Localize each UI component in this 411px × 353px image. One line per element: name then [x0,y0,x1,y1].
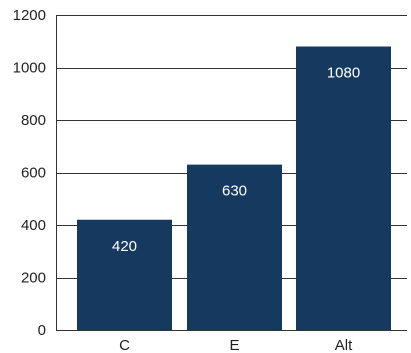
y-tick-label: 1200 [13,7,46,24]
y-tick-label: 200 [21,270,46,287]
bars [77,46,391,330]
y-tick-label: 400 [21,217,46,234]
bar-e [187,164,282,330]
data-label-alt: 1080 [327,65,360,82]
y-tick-label: 0 [38,322,46,339]
y-tick-label: 1000 [13,60,46,77]
bar-alt [296,46,391,330]
data-labels: 420 630 1080 [112,65,360,255]
x-tick-label-e: E [229,337,239,353]
x-axis-tick-labels: C E Alt [119,337,353,353]
bar-c [77,219,172,330]
data-label-e: 630 [222,183,247,200]
y-tick-label: 800 [21,112,46,129]
y-axis-tick-labels: 0 200 400 600 800 1000 1200 [13,7,46,339]
data-label-c: 420 [112,238,137,255]
x-tick-label-c: C [119,337,130,353]
x-tick-label-alt: Alt [335,337,353,353]
y-tick-label: 600 [21,165,46,182]
